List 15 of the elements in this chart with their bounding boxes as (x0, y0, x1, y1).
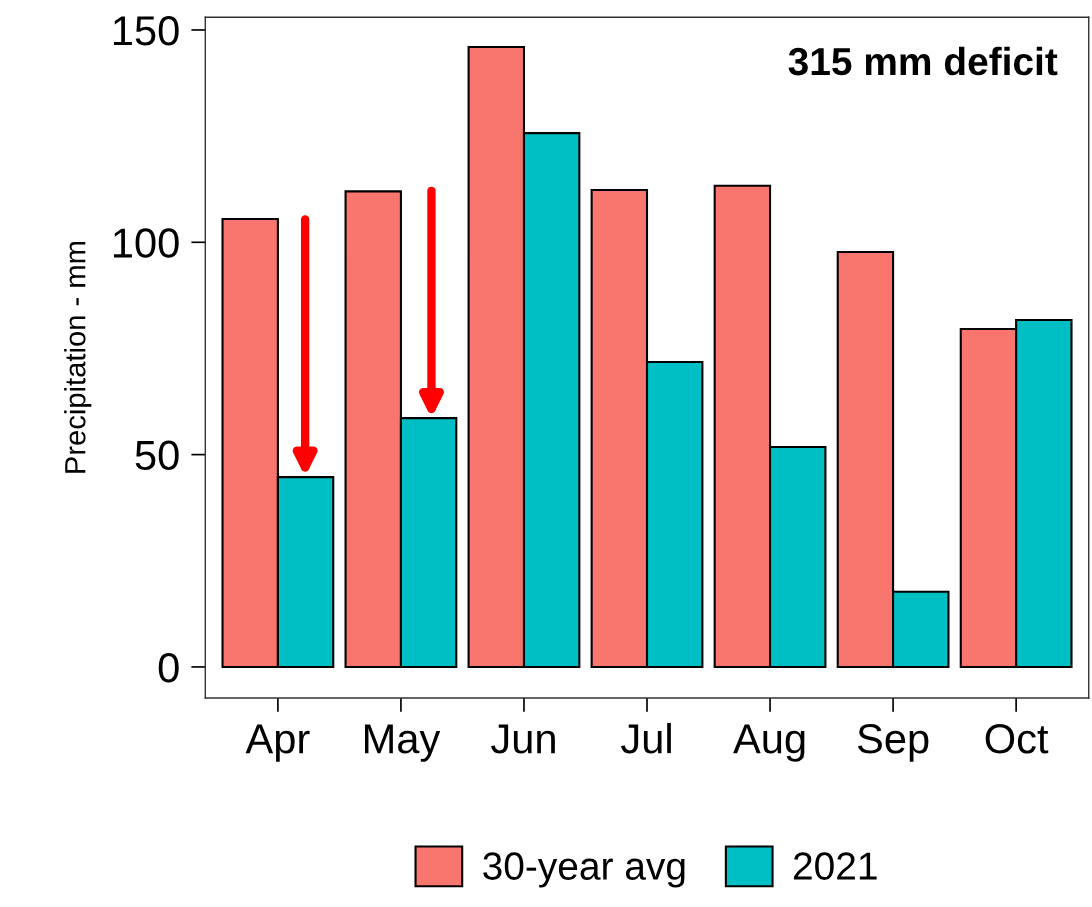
x-tick-label: Apr (245, 724, 310, 762)
x-tick-label: Jul (621, 722, 671, 754)
y-tick-label: 100 (113, 228, 179, 258)
legend-label: 30-year avg (483, 852, 685, 888)
x-tick-label: Sep (857, 724, 929, 762)
annotation: 315 mm deficit (788, 46, 1058, 76)
y-tick-label: 50 (135, 440, 179, 471)
x-tick-label: Aug (733, 724, 805, 762)
y-axis-title: Precipitation - mm (64, 242, 92, 473)
y-tick-label: 150 (113, 15, 179, 46)
x-tick-label: May (364, 724, 441, 762)
y-tick-label: 0 (158, 652, 179, 683)
x-tick-label: Oct (985, 724, 1049, 754)
legend-label: 2021 (793, 852, 877, 880)
x-tick-label: Jun (491, 724, 555, 754)
